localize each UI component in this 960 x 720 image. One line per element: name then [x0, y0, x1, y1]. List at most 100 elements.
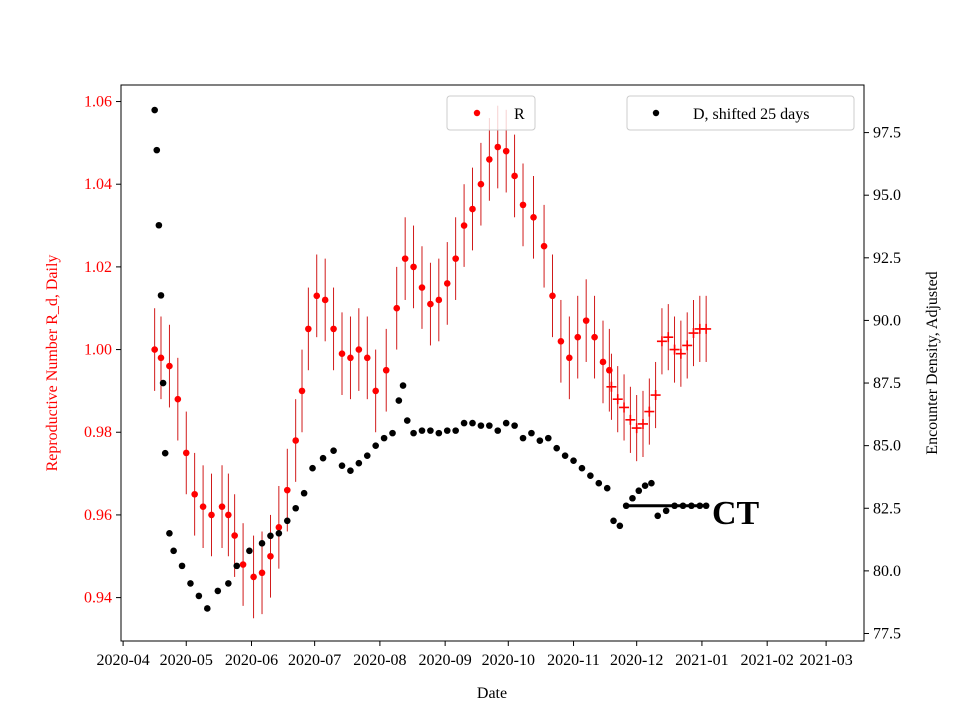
r-point-43 [511, 172, 518, 180]
d-point-32 [395, 397, 403, 404]
y-left-tick-label-3: 1.00 [84, 342, 112, 359]
d-point-53 [561, 452, 569, 459]
y-right-tick-label-2: 82.5 [873, 500, 901, 517]
r-errorbars [154, 105, 707, 619]
d-point-24 [330, 447, 337, 454]
r-point-47 [549, 292, 556, 300]
x-tick-label-11: 2021-03 [799, 652, 852, 669]
legend-d-marker [652, 109, 660, 117]
d-point-44 [486, 422, 493, 429]
d-point-66 [654, 512, 662, 520]
r-cross-point-13 [688, 328, 699, 339]
r-point-25 [355, 346, 363, 353]
r-point-36 [452, 255, 459, 262]
d-point-36 [418, 427, 426, 434]
d-point-34 [403, 417, 411, 424]
r-cross-point-9 [663, 332, 674, 343]
y-axis-right-label: Encounter Density, Adjusted [924, 271, 941, 454]
legend-d: D, shifted 25 days [626, 95, 855, 131]
legend-r-marker [473, 109, 481, 117]
y-right-tick-label-0: 77.5 [873, 625, 901, 642]
y-right-tick-label-8: 97.5 [873, 125, 901, 142]
r-point-4 [182, 449, 190, 457]
d-series [151, 106, 710, 612]
d-point-21 [300, 489, 308, 497]
r-point-13 [258, 569, 266, 577]
d-point-31 [389, 429, 396, 437]
x-ticks: 2020-04 2020-05 2020-06 2020-07 2020-08 2020-… [96, 641, 853, 669]
d-point-23 [319, 454, 327, 462]
r-cross-point-7 [650, 390, 661, 401]
d-point-41 [460, 419, 468, 427]
d-point-65 [648, 479, 655, 487]
r-point-46 [540, 242, 548, 250]
r-point-51 [582, 317, 590, 324]
d-point-25 [338, 462, 346, 469]
d-point-5 [161, 449, 169, 457]
y-left-ticks: 0.94 0.96 0.98 1.00 1.02 1.04 1.06 [84, 94, 121, 607]
d-point-43 [477, 422, 485, 429]
d-point-2 [155, 221, 163, 229]
d-point-60 [616, 522, 624, 530]
r-point-3 [174, 395, 182, 403]
r-point-44 [519, 201, 527, 209]
d-point-16 [258, 540, 266, 547]
r-cross-point-6 [644, 406, 655, 417]
r-point-7 [208, 511, 215, 519]
d-point-27 [355, 459, 363, 467]
d-point-0 [151, 106, 158, 114]
y-left-tick-label-1: 0.96 [84, 507, 112, 524]
y-left-tick-label-2: 0.98 [84, 424, 112, 441]
r-point-35 [443, 280, 451, 287]
r-cross-point-3 [625, 414, 636, 425]
r-cross-point-1 [612, 394, 623, 405]
r-point-49 [566, 354, 573, 362]
r-point-12 [250, 573, 257, 581]
d-point-67 [662, 507, 670, 515]
r-point-53 [599, 358, 607, 366]
r-point-11 [239, 561, 247, 568]
d-point-28 [363, 452, 371, 459]
y-axis-left-label: Reproductive Number R_d, Daily [44, 255, 61, 472]
d-point-63 [635, 487, 643, 495]
d-point-29 [372, 442, 379, 449]
r-point-42 [502, 147, 510, 155]
r-point-24 [347, 354, 354, 362]
r-point-2 [166, 362, 173, 370]
d-point-15 [246, 547, 253, 555]
legend-d-label: D, shifted 25 days [693, 106, 809, 123]
d-point-9 [187, 580, 194, 587]
r-point-31 [410, 263, 417, 271]
r-point-28 [382, 366, 390, 374]
y-right-ticks: 77.5 80.0 82.5 85.0 87.5 90.0 92.5 95.0 97.5 [864, 125, 901, 642]
y-left-tick-label-4: 1.02 [84, 259, 112, 276]
y-right-tick-label-4: 87.5 [873, 375, 901, 392]
x-tick-label-9: 2021-01 [675, 652, 728, 669]
d-point-56 [587, 472, 594, 480]
x-tick-label-7: 2020-11 [547, 652, 600, 669]
legend-r-box [446, 95, 536, 131]
r-point-34 [435, 296, 443, 304]
y-right-tick-label-3: 85.0 [873, 438, 901, 455]
r-point-10 [231, 532, 238, 539]
y-left-tick-label-6: 1.06 [84, 94, 112, 111]
r-point-52 [591, 333, 598, 341]
r-point-8 [218, 503, 226, 510]
r-cross-point-11 [675, 348, 686, 359]
plot-area: 2020-04 2020-05 2020-06 2020-07 2020-08 2020-… [84, 84, 901, 669]
d-point-49 [528, 429, 535, 437]
d-point-11 [203, 605, 211, 612]
x-axis-label: Date [477, 685, 507, 702]
r-point-6 [199, 503, 207, 510]
d-point-54 [570, 457, 577, 464]
y-right-tick-label-1: 80.0 [873, 563, 901, 580]
legend-r: R [446, 95, 536, 131]
r-point-30 [401, 255, 409, 262]
r-series [151, 143, 613, 581]
r-cross-series [606, 323, 712, 434]
d-point-46 [502, 419, 510, 427]
d-point-19 [283, 517, 291, 525]
x-tick-label-10: 2021-02 [741, 652, 794, 669]
y-right-tick-label-6: 92.5 [873, 250, 901, 267]
